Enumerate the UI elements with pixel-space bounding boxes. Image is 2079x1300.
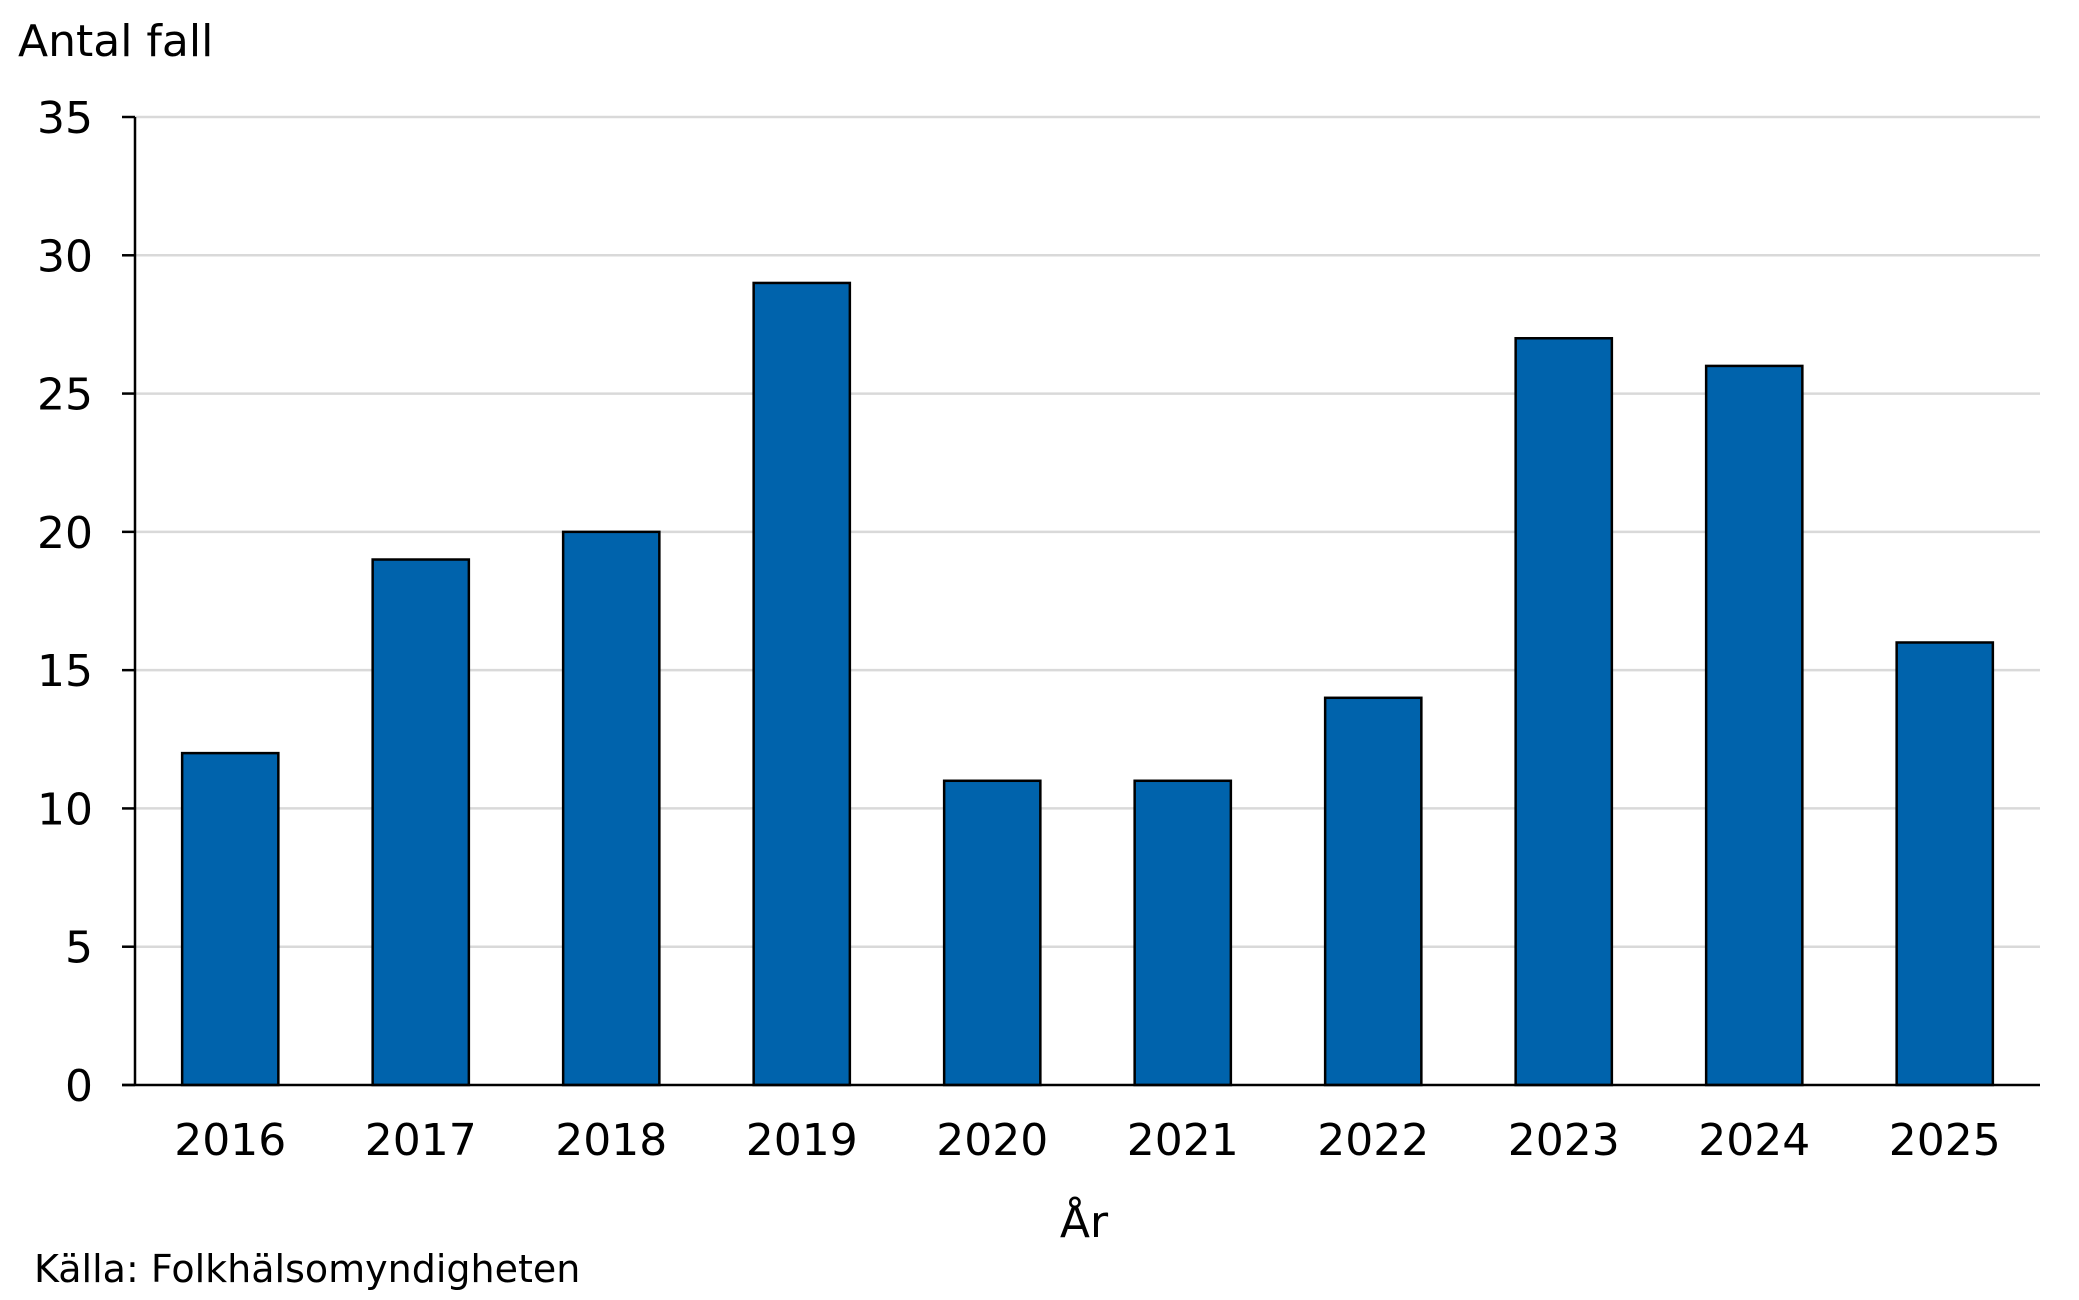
axes: [122, 115, 2040, 1087]
x-tick-label: 2025: [1889, 1115, 2001, 1166]
bar-2024: [1704, 364, 1804, 1087]
bars: [180, 281, 1995, 1087]
y-tick-label: 10: [37, 784, 93, 835]
bar-2025: [1895, 641, 1995, 1087]
bar-2020: [942, 779, 1042, 1087]
x-tick-label: 2020: [936, 1115, 1048, 1166]
bar-2017: [371, 558, 471, 1087]
y-tick-label: 30: [37, 231, 93, 282]
bar-2023: [1514, 337, 1614, 1087]
y-tick-label: 25: [37, 370, 93, 421]
bar-2022: [1323, 696, 1423, 1087]
x-axis-title: År: [1060, 1195, 1109, 1248]
x-tick-label: 2023: [1508, 1115, 1620, 1166]
x-tick-labels: 2016 2017 2018 2019 2020 2021 2022 2023 2024 2025: [174, 1115, 2000, 1166]
bar-2018: [561, 530, 661, 1087]
y-tick-labels: 0 5 10 15 20 25 30 35: [37, 93, 93, 1112]
x-tick-label: 2018: [555, 1115, 667, 1166]
y-tick-label: 20: [37, 508, 93, 559]
y-tick-label: 35: [37, 93, 93, 144]
bar-2016: [180, 751, 280, 1087]
x-tick-label: 2019: [746, 1115, 858, 1166]
y-tick-label: 5: [65, 923, 93, 974]
x-tick-label: 2017: [365, 1115, 477, 1166]
bar-2019: [752, 281, 852, 1087]
source-note: Källa: Folkhälsomyndigheten: [34, 1247, 581, 1291]
y-axis-title: Antal fall: [18, 16, 214, 67]
bar-2021: [1133, 779, 1233, 1087]
x-tick-label: 2016: [174, 1115, 286, 1166]
y-tick-label: 0: [65, 1061, 93, 1112]
y-tick-label: 15: [37, 646, 93, 697]
x-tick-label: 2024: [1698, 1115, 1810, 1166]
x-tick-label: 2022: [1317, 1115, 1429, 1166]
x-tick-label: 2021: [1127, 1115, 1239, 1166]
